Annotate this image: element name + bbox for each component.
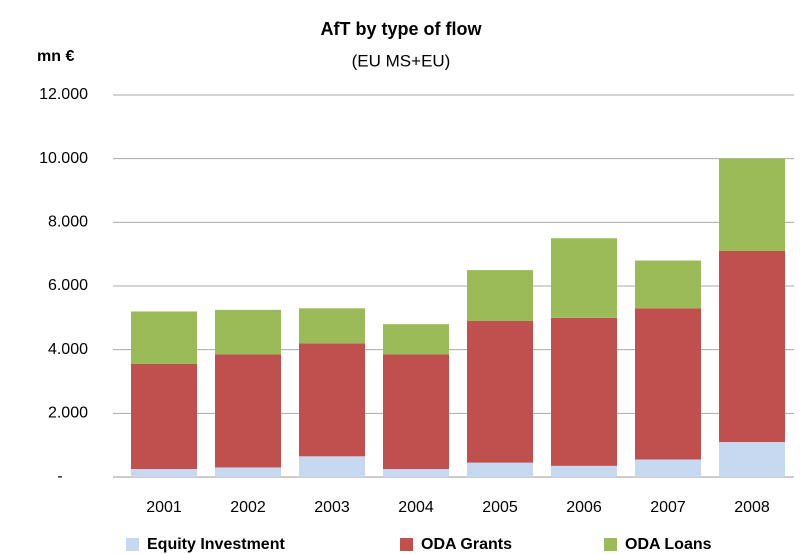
y-tick-label: 6.000	[48, 277, 88, 294]
bar-segment	[299, 343, 365, 457]
bar-segment	[551, 238, 617, 318]
chart-subtitle: (EU MS+EU)	[352, 51, 451, 70]
bar-segment	[215, 354, 281, 468]
bar-segment	[635, 459, 701, 477]
y-tick-label: -	[57, 468, 62, 485]
x-tick-label: 2003	[314, 499, 350, 516]
bar-segment	[551, 317, 617, 466]
bar-segment	[383, 324, 449, 355]
legend-swatch	[126, 538, 139, 551]
y-tick-label: 8.000	[48, 214, 88, 231]
bar-segment	[467, 462, 533, 477]
bar-segment	[215, 467, 281, 477]
x-tick-label: 2002	[230, 499, 266, 516]
bar-segment	[299, 308, 365, 344]
bar-segment	[719, 158, 785, 251]
chart-title: AfT by type of flow	[321, 19, 483, 39]
x-tick-label: 2005	[482, 499, 518, 516]
y-axis-label: mn €	[37, 48, 74, 65]
bar-segment	[467, 270, 533, 322]
bar-segment	[383, 354, 449, 470]
x-tick-label: 2007	[650, 499, 686, 516]
bar-segment	[383, 469, 449, 477]
y-tick-label: 4.000	[48, 341, 88, 358]
y-tick-label: 2.000	[48, 405, 88, 422]
bar-segment	[719, 441, 785, 477]
x-tick-label: 2004	[398, 499, 434, 516]
x-tick-label: 2001	[146, 499, 182, 516]
legend-label: ODA Grants	[421, 536, 512, 553]
bar-segment	[131, 363, 197, 470]
x-tick-label: 2006	[566, 499, 602, 516]
bar-segment	[551, 465, 617, 477]
legend-label: Equity Investment	[147, 536, 285, 553]
bar-segment	[467, 321, 533, 463]
bar-segment	[215, 309, 281, 355]
bar-segment	[719, 250, 785, 442]
bar-segment	[131, 469, 197, 477]
legend-swatch	[604, 538, 617, 551]
x-tick-label: 2008	[734, 499, 770, 516]
legend-swatch	[400, 538, 413, 551]
bar-segment	[635, 260, 701, 309]
bar-segment	[635, 308, 701, 460]
y-tick-label: 12.000	[39, 86, 88, 103]
y-tick-label: 10.000	[39, 150, 88, 167]
bar-segment	[131, 311, 197, 364]
bar-segment	[299, 456, 365, 477]
legend-label: ODA Loans	[625, 536, 712, 553]
